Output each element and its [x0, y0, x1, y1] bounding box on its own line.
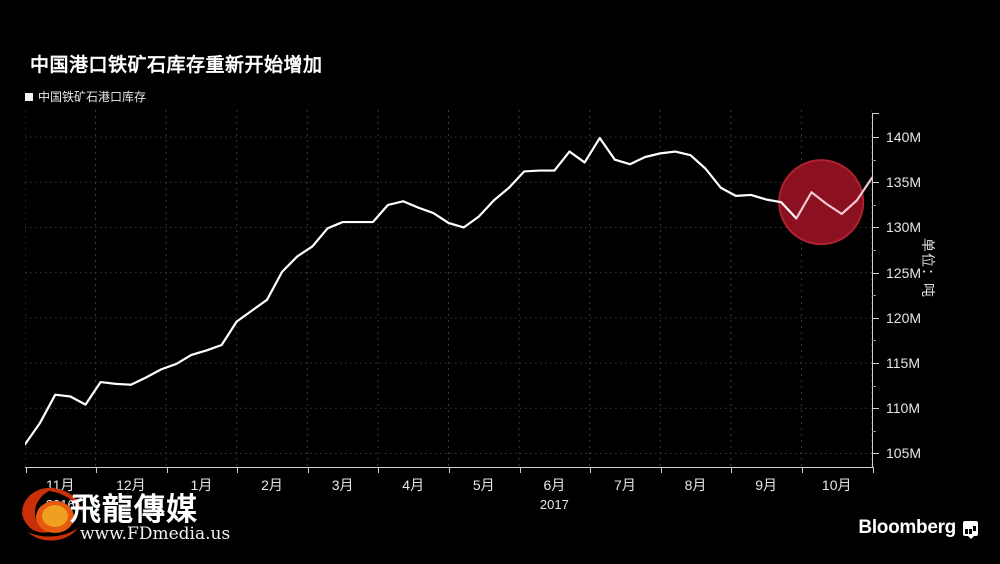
x-axis-tick-mark [801, 467, 803, 473]
x-axis-tick-mark [96, 467, 98, 473]
x-axis-tick-label: 8月 [684, 477, 707, 493]
y-axis-minor-tick [872, 385, 876, 387]
y-axis-tick-label: 130M [886, 219, 922, 236]
x-axis-tick-label: 5月 [472, 477, 495, 493]
x-axis-tick-label: 1月 [190, 477, 213, 493]
x-axis-tick-mark [660, 467, 662, 473]
x-axis-tick-mark [590, 467, 592, 473]
y-axis-tick-mark [872, 317, 879, 319]
bloomberg-terminal-icon [963, 520, 978, 539]
y-axis-tick-label: 140M [886, 129, 922, 146]
y-axis-minor-tick [872, 295, 876, 297]
y-axis-minor-tick [872, 250, 876, 252]
y-axis-tick-labels: 105M 110M 115M 120M 125M 130M 135M 140M [872, 110, 942, 467]
x-axis-tick-label: 2月 [261, 477, 283, 493]
x-axis-tick-label: 9月 [755, 477, 778, 493]
chart-canvas [25, 110, 872, 467]
page-title: 中国港口铁矿石库存重新开始增加 [30, 55, 323, 76]
y-axis-title: 单位：吨 [920, 238, 936, 298]
y-axis-tick-mark [872, 272, 879, 274]
y-axis-minor-tick [872, 340, 876, 342]
vertical-gridlines [25, 110, 872, 467]
x-axis-tick-label: 7月 [614, 477, 636, 493]
recent-uptick-highlight [778, 159, 865, 246]
x-axis-tick-mark [872, 467, 874, 473]
x-axis-tick-label: 10月 [821, 477, 852, 493]
x-axis-tick-labels: 11月12月1月2月3月4月5月6月7月8月9月10月20162017 [25, 467, 874, 527]
y-axis-tick-label: 110M [886, 400, 920, 417]
series-line-china-iron-ore-port-inventory [25, 136, 798, 446]
bloomberg-branding: Bloomberg [858, 517, 978, 539]
highlight-annotation-layer [778, 159, 865, 246]
x-axis-tick-label: 4月 [402, 477, 425, 493]
plot-area [25, 110, 872, 467]
series-line-highlighted-segment [795, 176, 872, 220]
y-axis-tick-mark [872, 182, 879, 184]
y-axis-line [872, 113, 873, 467]
x-axis-tick-mark [731, 467, 733, 473]
x-axis-tick-mark [307, 467, 309, 473]
y-axis-tick-mark [872, 453, 879, 455]
chart-legend: 中国铁矿石港口库存 [25, 88, 146, 105]
x-axis-tick-mark [25, 467, 27, 473]
x-axis-tick-mark [166, 467, 168, 473]
x-axis-tick-label: 3月 [331, 477, 354, 493]
x-axis-tick-mark [378, 467, 380, 473]
x-axis-tick-mark [449, 467, 450, 473]
phoenix-logo-icon [22, 487, 82, 541]
x-axis-tick-label: 12月 [116, 477, 146, 493]
y-axis-tick-label: 115M [886, 355, 920, 372]
y-axis-minor-tick [872, 204, 876, 206]
y-axis-minor-tick [872, 430, 876, 432]
y-axis-tick-label: 105M [886, 445, 922, 462]
watermark: 飛龍傳媒 www.FDmedia.us [18, 476, 268, 556]
x-axis-tick-mark [237, 467, 239, 473]
y-axis-tick-mark [872, 408, 879, 410]
legend-swatch-icon [25, 92, 33, 101]
y-axis-tick-label: 120M [886, 309, 922, 326]
x-axis-year-label: 2017 [539, 497, 569, 512]
y-axis-top-cap [872, 113, 879, 114]
watermark-name: 飛龍傳媒 [70, 492, 198, 528]
bloomberg-wordmark: Bloomberg [858, 517, 956, 538]
y-axis-tick-label: 135M [886, 174, 922, 191]
y-axis-minor-tick [872, 159, 876, 161]
watermark-url: www.FDmedia.us [80, 524, 231, 544]
y-axis-tick-mark [872, 363, 879, 365]
x-axis-tick-label: 6月 [543, 477, 566, 493]
legend-item-label: 中国铁矿石港口库存 [38, 90, 147, 104]
y-axis-tick-mark [872, 227, 879, 229]
y-axis-tick-label: 125M [886, 264, 922, 281]
y-axis-tick-mark [872, 137, 879, 139]
x-axis-tick-mark [519, 467, 521, 473]
